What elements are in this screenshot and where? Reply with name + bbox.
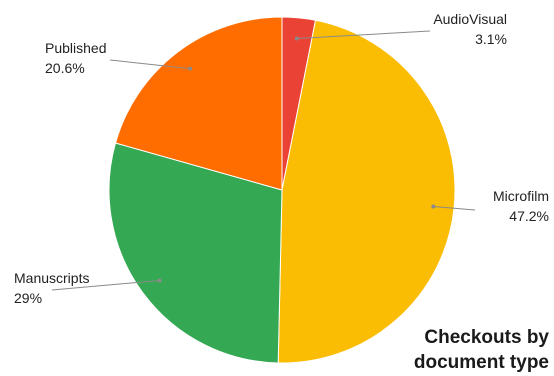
leader-line-published xyxy=(109,59,191,70)
leader-dot-published xyxy=(188,66,193,71)
pie-slice-manuscripts xyxy=(108,142,283,364)
chart-title-line-2: document type xyxy=(414,352,549,373)
leader-line-audiovisual xyxy=(296,30,431,39)
label-published-name: Published xyxy=(45,40,107,56)
label-manuscripts-value: 29% xyxy=(14,290,42,306)
chart-title-line-1: Checkouts by xyxy=(424,327,549,348)
pie-slices xyxy=(108,16,456,364)
label-manuscripts-name: Manuscripts xyxy=(14,270,89,286)
label-microfilm-value: 47.2% xyxy=(509,208,549,224)
label-audiovisual-name: AudioVisual xyxy=(433,11,507,27)
pie-slice-published xyxy=(114,16,283,191)
leader-dot-microfilm xyxy=(431,204,436,209)
leader-lines xyxy=(51,30,476,291)
label-published-value: 20.6% xyxy=(45,60,85,76)
leader-dot-manuscripts xyxy=(157,278,162,283)
label-audiovisual-value: 3.1% xyxy=(475,31,507,47)
leader-line-manuscripts xyxy=(51,280,160,291)
label-microfilm-name: Microfilm xyxy=(493,188,549,204)
leader-line-microfilm xyxy=(433,206,476,211)
leader-dot-audiovisual xyxy=(294,36,299,41)
